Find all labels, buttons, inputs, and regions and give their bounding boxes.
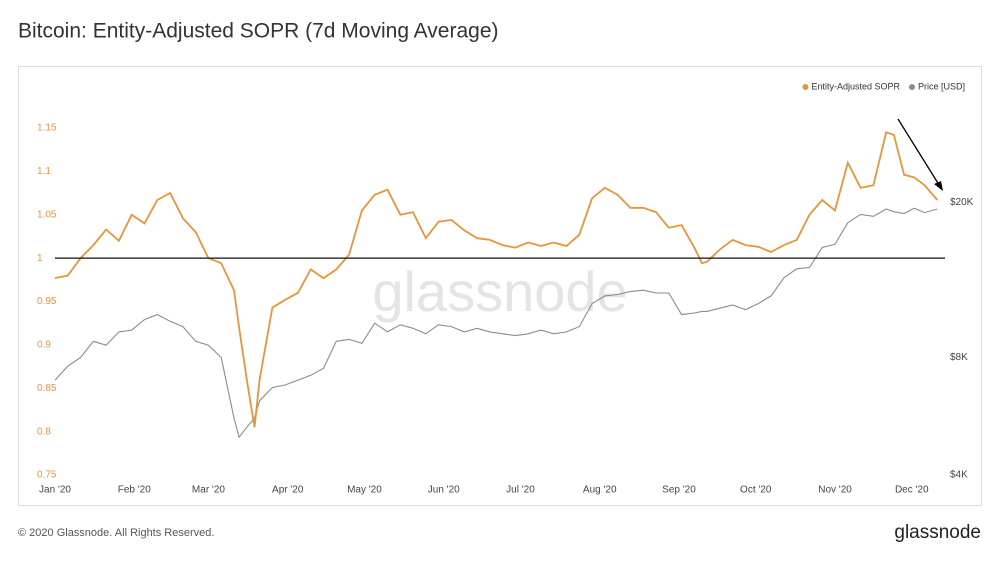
y2-tick-label: $20K xyxy=(950,197,974,208)
annotation-arrow xyxy=(897,118,942,189)
x-tick-label: Jun '20 xyxy=(428,485,460,496)
y2-tick-label: $4K xyxy=(950,470,968,481)
x-tick-label: Jan '20 xyxy=(39,485,71,496)
y2-tick-label: $8K xyxy=(950,352,968,363)
series-line xyxy=(54,207,938,439)
x-tick-label: Nov '20 xyxy=(818,485,852,496)
y-tick-label: 0.85 xyxy=(37,383,57,394)
x-tick-label: Aug '20 xyxy=(583,485,617,496)
y-tick-label: 0.8 xyxy=(37,426,51,437)
y-tick-label: 0.9 xyxy=(37,340,51,351)
x-tick-label: Feb '20 xyxy=(118,485,151,496)
series-line xyxy=(54,131,938,428)
legend-label: Entity-Adjusted SOPR xyxy=(811,81,900,91)
legend-marker xyxy=(802,84,809,90)
legend-marker xyxy=(908,84,915,90)
logo: glassnode xyxy=(894,522,981,543)
arrow-head xyxy=(934,181,943,191)
y-tick-label: 0.95 xyxy=(37,296,57,307)
x-tick-label: Sep '20 xyxy=(662,485,696,496)
y-tick-label: 0.75 xyxy=(37,470,57,481)
x-tick-label: Dec '20 xyxy=(895,485,929,496)
x-tick-label: May '20 xyxy=(347,485,382,496)
x-tick-label: Mar '20 xyxy=(192,485,225,496)
x-tick-label: Apr '20 xyxy=(272,485,304,496)
y-tick-label: 1.1 xyxy=(37,166,51,177)
chart-title: Bitcoin: Entity-Adjusted SOPR (7d Moving… xyxy=(18,20,499,43)
y-tick-label: 1.15 xyxy=(37,123,57,134)
legend-label: Price [USD] xyxy=(918,81,965,91)
plot: 0.75 0.8 0.85 0.9 0.95 1 1.05 1.1 1.15 $4K $8K $20K… xyxy=(37,81,974,495)
chart-frame xyxy=(18,66,982,506)
x-tick-label: Jul '20 xyxy=(506,485,535,496)
x-tick-label: Oct '20 xyxy=(740,485,772,496)
watermark: glassnode xyxy=(372,260,627,323)
y-tick-label: 1 xyxy=(37,253,43,264)
copyright: © 2020 Glassnode. All Rights Reserved. xyxy=(18,527,214,539)
y-tick-label: 1.05 xyxy=(37,209,57,220)
